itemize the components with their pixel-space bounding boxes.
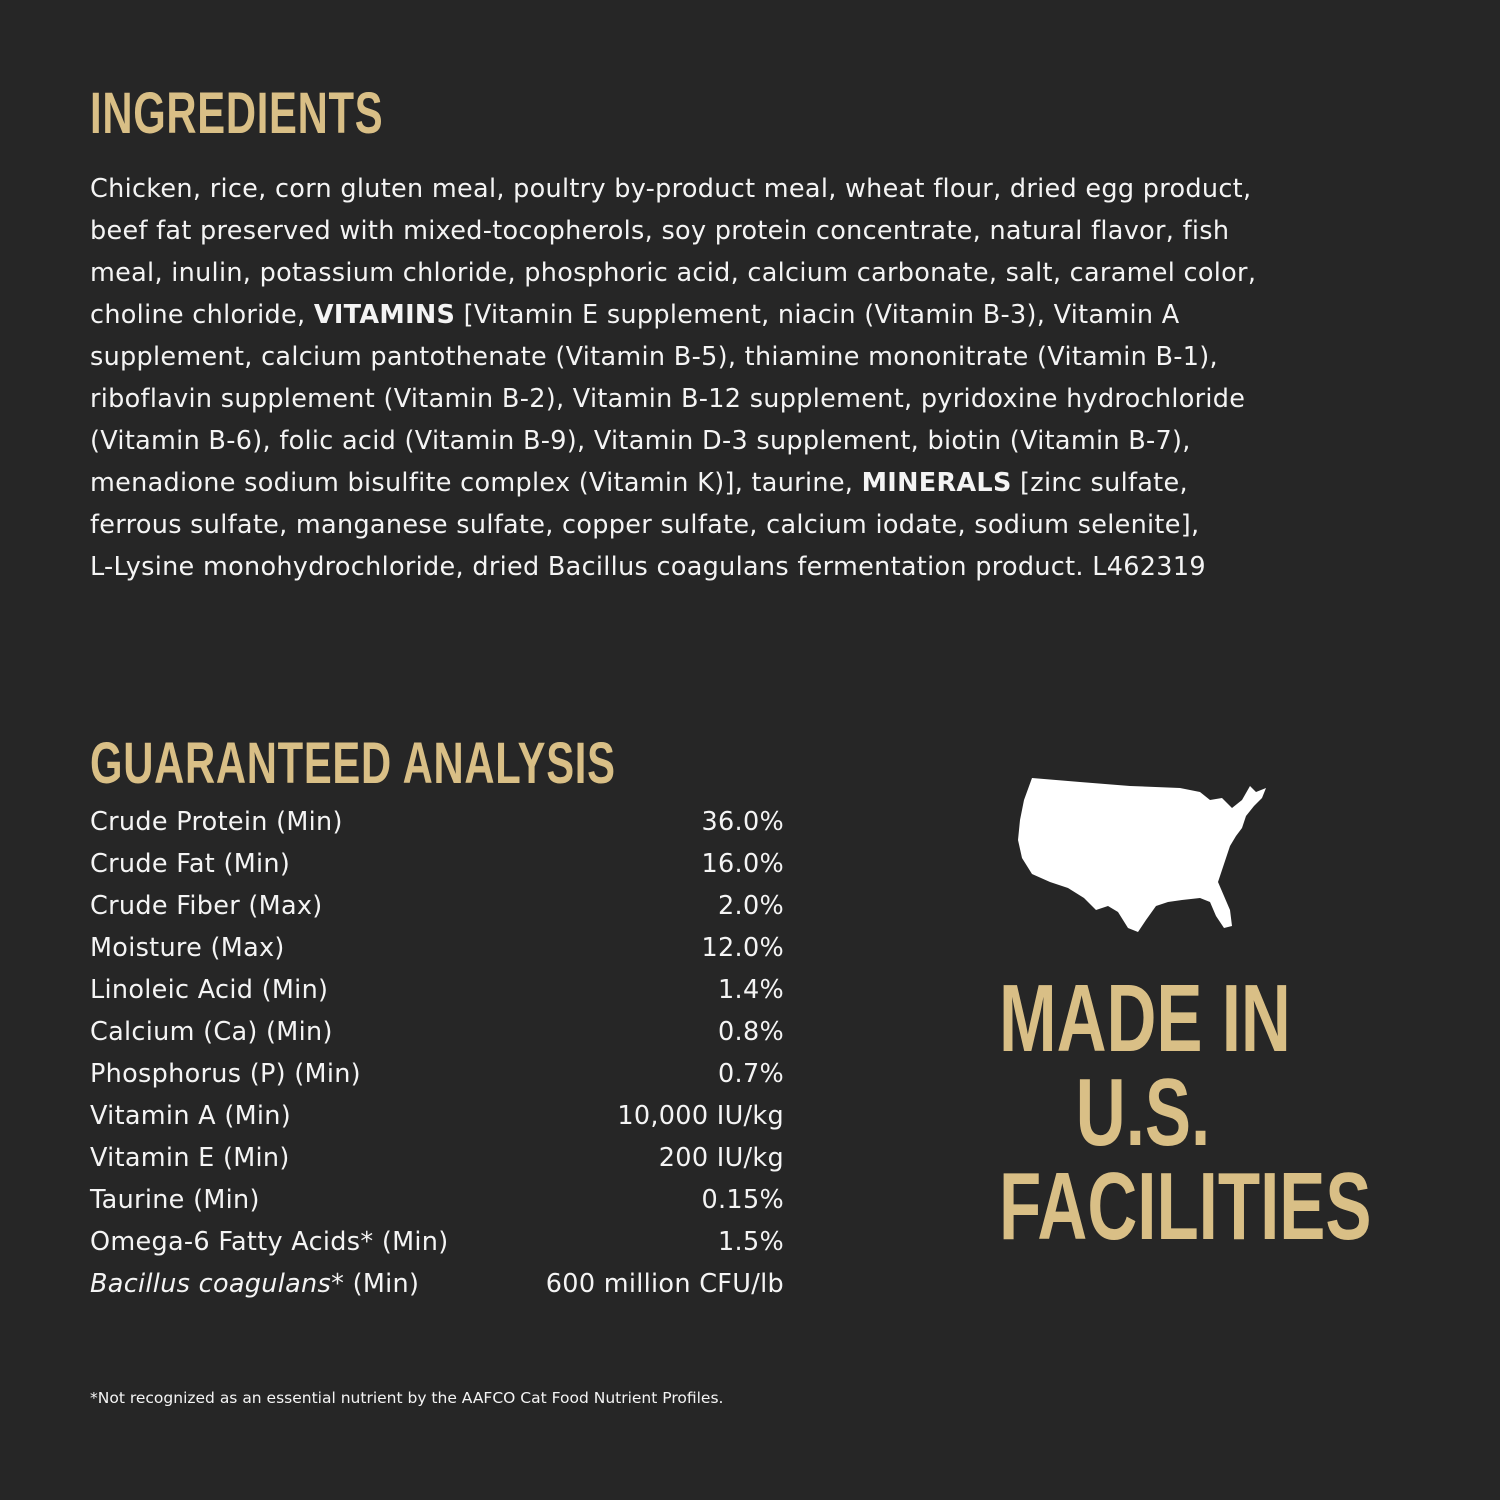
ingredient-group-label: VITAMINS	[313, 300, 456, 330]
badge-line: U.S.	[1075, 1059, 1211, 1166]
analysis-row: Omega-6 Fatty Acids* (Min) 1.5%	[90, 1221, 784, 1263]
nutrient-label-text: Phosphorus (P) (Min)	[90, 1059, 361, 1089]
ingredients-line: choline chloride, VITAMINS [Vitamin E su…	[90, 294, 1450, 336]
nutrient-label-text: Vitamin E (Min)	[90, 1143, 290, 1173]
nutrient-value: 0.15%	[701, 1185, 784, 1215]
ingredient-text: choline chloride,	[90, 300, 314, 330]
nutrient-label-text: Crude Protein (Min)	[90, 807, 343, 837]
analysis-row: Moisture (Max) 12.0%	[90, 927, 784, 969]
analysis-row: Crude Fat (Min) 16.0%	[90, 843, 784, 885]
nutrient-label-text: * (Min)	[331, 1269, 420, 1299]
guaranteed-analysis-table: Crude Protein (Min) 36.0% Crude Fat (Min) 1…	[90, 801, 784, 1305]
ingredients-line: supplement, calcium pantothenate (Vitami…	[90, 336, 1450, 378]
ingredients-line: menadione sodium bisulfite complex (Vita…	[90, 462, 1450, 504]
ingredients-line: L-Lysine monohydrochloride, dried Bacill…	[90, 546, 1450, 588]
nutrient-label-text: Omega-6 Fatty Acids* (Min)	[90, 1227, 449, 1257]
ingredient-text: riboflavin supplement (Vitamin B-2), Vit…	[90, 384, 1246, 414]
analysis-row: Linoleic Acid (Min) 1.4%	[90, 969, 784, 1011]
badge-line: FACILITIES	[999, 1153, 1372, 1260]
nutrient-value: 200 IU/kg	[658, 1143, 784, 1173]
ingredients-line: Chicken, rice, corn gluten meal, poultry…	[90, 168, 1450, 210]
analysis-row: Bacillus coagulans* (Min) 600 million CFU…	[90, 1263, 784, 1305]
analysis-row: Crude Fiber (Max) 2.0%	[90, 885, 784, 927]
nutrient-value: 1.4%	[718, 975, 784, 1005]
nutrient-label: Crude Fat (Min)	[90, 843, 290, 885]
nutrient-label-text: Linoleic Acid (Min)	[90, 975, 329, 1005]
ingredients-line: riboflavin supplement (Vitamin B-2), Vit…	[90, 378, 1450, 420]
ingredient-text: (Vitamin B-6), folic acid (Vitamin B-9),…	[90, 426, 1191, 456]
nutrient-value: 0.8%	[718, 1017, 784, 1047]
made-in-usa-badge: MADE IN U.S. FACILITIES	[943, 965, 1372, 1260]
footnote: *Not recognized as an essential nutrient…	[90, 1389, 724, 1407]
nutrient-value: 600 million CFU/lb	[545, 1269, 784, 1299]
ingredient-text: beef fat preserved with mixed-tocopherol…	[90, 216, 1230, 246]
ingredient-text: meal, inulin, potassium chloride, phosph…	[90, 258, 1257, 288]
nutrient-label-text: Moisture (Max)	[90, 933, 285, 963]
ingredient-text: ferrous sulfate, manganese sulfate, copp…	[90, 510, 1200, 540]
nutrient-label: Linoleic Acid (Min)	[90, 969, 328, 1011]
nutrient-label-text: Taurine (Min)	[90, 1185, 260, 1215]
nutrient-label: Vitamin E (Min)	[90, 1137, 290, 1179]
ingredients-line: ferrous sulfate, manganese sulfate, copp…	[90, 504, 1450, 546]
ingredients-list: Chicken, rice, corn gluten meal, poultry…	[90, 168, 1450, 588]
nutrient-value: 1.5%	[718, 1227, 784, 1257]
nutrient-label: Crude Fiber (Max)	[90, 885, 323, 927]
nutrient-value: 0.7%	[718, 1059, 784, 1089]
ingredients-heading: INGREDIENTS	[90, 81, 384, 146]
nutrient-label: Moisture (Max)	[90, 927, 285, 969]
ingredients-line: (Vitamin B-6), folic acid (Vitamin B-9),…	[90, 420, 1450, 462]
nutrient-label: Taurine (Min)	[90, 1179, 260, 1221]
nutrient-label: Bacillus coagulans* (Min)	[90, 1263, 419, 1305]
analysis-row: Calcium (Ca) (Min) 0.8%	[90, 1011, 784, 1053]
nutrient-label: Phosphorus (P) (Min)	[90, 1053, 361, 1095]
nutrient-value: 36.0%	[701, 807, 784, 837]
analysis-row: Vitamin E (Min) 200 IU/kg	[90, 1137, 784, 1179]
nutrient-value: 2.0%	[718, 891, 784, 921]
nutrient-value: 16.0%	[701, 849, 784, 879]
usa-map-icon	[1018, 778, 1266, 932]
analysis-row: Taurine (Min) 0.15%	[90, 1179, 784, 1221]
nutrient-value: 12.0%	[701, 933, 784, 963]
ingredient-text: Chicken, rice, corn gluten meal, poultry…	[90, 174, 1252, 204]
nutrient-label: Calcium (Ca) (Min)	[90, 1011, 333, 1053]
analysis-row: Phosphorus (P) (Min) 0.7%	[90, 1053, 784, 1095]
ingredients-line: beef fat preserved with mixed-tocopherol…	[90, 210, 1450, 252]
nutrient-label-text: Crude Fat (Min)	[90, 849, 291, 879]
ingredient-group-label: MINERALS	[861, 468, 1012, 498]
ingredient-text: supplement, calcium pantothenate (Vitami…	[90, 342, 1218, 372]
nutrient-label-text: Calcium (Ca) (Min)	[90, 1017, 333, 1047]
ingredients-line: meal, inulin, potassium chloride, phosph…	[90, 252, 1450, 294]
nutrient-label: Crude Protein (Min)	[90, 801, 343, 843]
badge-line: MADE IN	[999, 965, 1291, 1072]
nutrient-label: Omega-6 Fatty Acids* (Min)	[90, 1221, 448, 1263]
guaranteed-analysis-heading: GUARANTEED ANALYSIS	[90, 731, 616, 796]
analysis-row: Crude Protein (Min) 36.0%	[90, 801, 784, 843]
nutrient-value: 10,000 IU/kg	[617, 1101, 784, 1131]
analysis-row: Vitamin A (Min) 10,000 IU/kg	[90, 1095, 784, 1137]
ingredient-text: menadione sodium bisulfite complex (Vita…	[90, 468, 862, 498]
ingredient-text: [zinc sulfate,	[1011, 468, 1188, 498]
ingredient-text: L-Lysine monohydrochloride, dried Bacill…	[90, 552, 1206, 582]
ingredient-text: [Vitamin E supplement, niacin (Vitamin B…	[455, 300, 1180, 330]
nutrient-label-text: Crude Fiber (Max)	[90, 891, 323, 921]
nutrient-label-italic: Bacillus coagulans	[90, 1269, 332, 1299]
nutrient-label: Vitamin A (Min)	[90, 1095, 291, 1137]
nutrient-label-text: Vitamin A (Min)	[90, 1101, 291, 1131]
